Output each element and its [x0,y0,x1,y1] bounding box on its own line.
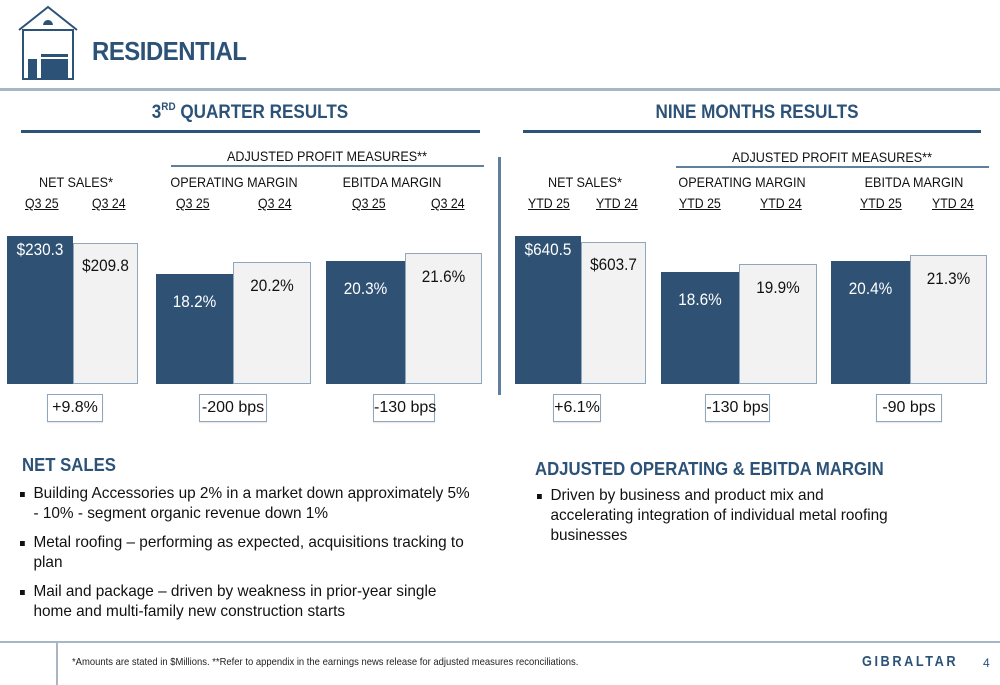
section-title-quarter: 3RD QUARTER RESULTS [151,101,349,123]
net-sales-bullets: Building Accessories up 2% in a market d… [20,484,490,631]
period-label: Q3 24 [431,195,465,211]
group-label: EBITDA MARGIN [342,174,442,190]
period-label: Q3 24 [92,195,126,211]
change-badge: -130 bps [705,394,770,422]
bar-current-value: 20.4% [848,278,893,298]
bar-prior-value: 21.3% [926,269,971,289]
net-sales-bullet: Mail and package – driven by weakness in… [20,582,471,622]
period-label: YTD 24 [932,195,974,211]
adjusted-label-nine-months: ADJUSTED PROFIT MEASURES** [731,149,932,165]
header-divider [0,88,1000,91]
period-label: YTD 24 [760,195,802,211]
bar-prior [581,241,646,384]
margin-heading: ADJUSTED OPERATING & EBITDA MARGIN [535,459,884,479]
bar-current [156,273,233,384]
bar-prior-value: 20.2% [250,275,294,295]
bar-current [7,236,73,384]
brand-logo: GIBRALTAR [862,653,959,670]
section-rule-quarter [21,130,480,133]
bar-prior-value: $209.8 [82,255,129,275]
bar-current-value: 20.3% [343,279,388,299]
margin-bullets: Driven by business and product mix and a… [537,486,917,555]
house-icon [18,5,78,80]
change-badge: +6.1% [553,394,601,422]
bar-current [515,236,581,384]
change-badge: -130 bps [373,394,436,422]
net-sales-bullet: Metal roofing – performing as expected, … [20,533,471,573]
bar-prior-value: 21.6% [421,267,466,287]
group-label: OPERATING MARGIN [170,174,298,190]
bar-current-value: 18.6% [678,289,722,309]
change-badge: -90 bps [876,394,942,422]
section-title-nine-months: NINE MONTHS RESULTS [655,102,859,123]
section-rule-nine-months [523,130,981,133]
bar-prior-value: $603.7 [590,254,637,274]
bar-current-value: 18.2% [172,291,217,311]
period-label: YTD 25 [679,195,721,211]
group-label: OPERATING MARGIN [678,174,806,190]
margin-bullet: Driven by business and product mix and a… [537,486,902,546]
bar-current [326,261,405,384]
bar-current-value: $230.3 [16,240,64,259]
bar-prior [739,263,817,384]
bar-prior [910,255,987,384]
group-label: NET SALES* [547,174,622,190]
footer-vertical-line [56,643,58,685]
bar-current [831,260,910,384]
bar-prior [233,261,311,384]
bar-prior [405,253,482,384]
page-number: 4 [983,656,990,670]
footer-divider [0,641,1000,643]
page-title: RESIDENTIAL [92,36,247,66]
period-label: Q3 24 [258,195,292,211]
change-badge: +9.8% [47,394,103,422]
period-label: YTD 24 [596,195,638,211]
section-separator [498,157,501,395]
period-label: Q3 25 [176,195,210,211]
bar-current [661,271,739,384]
net-sales-heading: NET SALES [22,455,116,475]
group-label: EBITDA MARGIN [864,174,964,190]
change-badge: -200 bps [199,394,267,422]
footnote: *Amounts are stated in $Millions. **Refe… [72,656,579,668]
period-label: Q3 25 [25,195,59,211]
adjusted-rule-quarter [171,165,484,167]
period-label: Q3 25 [352,195,386,211]
bar-prior-value: 19.9% [756,277,800,297]
group-label: NET SALES* [38,174,113,190]
adjusted-rule-nine-months [676,166,989,168]
adjusted-label-quarter: ADJUSTED PROFIT MEASURES** [226,148,427,164]
period-label: YTD 25 [860,195,902,211]
period-label: YTD 25 [528,195,570,211]
net-sales-bullet: Building Accessories up 2% in a market d… [20,484,471,524]
bar-prior [73,242,138,384]
bar-current-value: $640.5 [524,240,572,259]
